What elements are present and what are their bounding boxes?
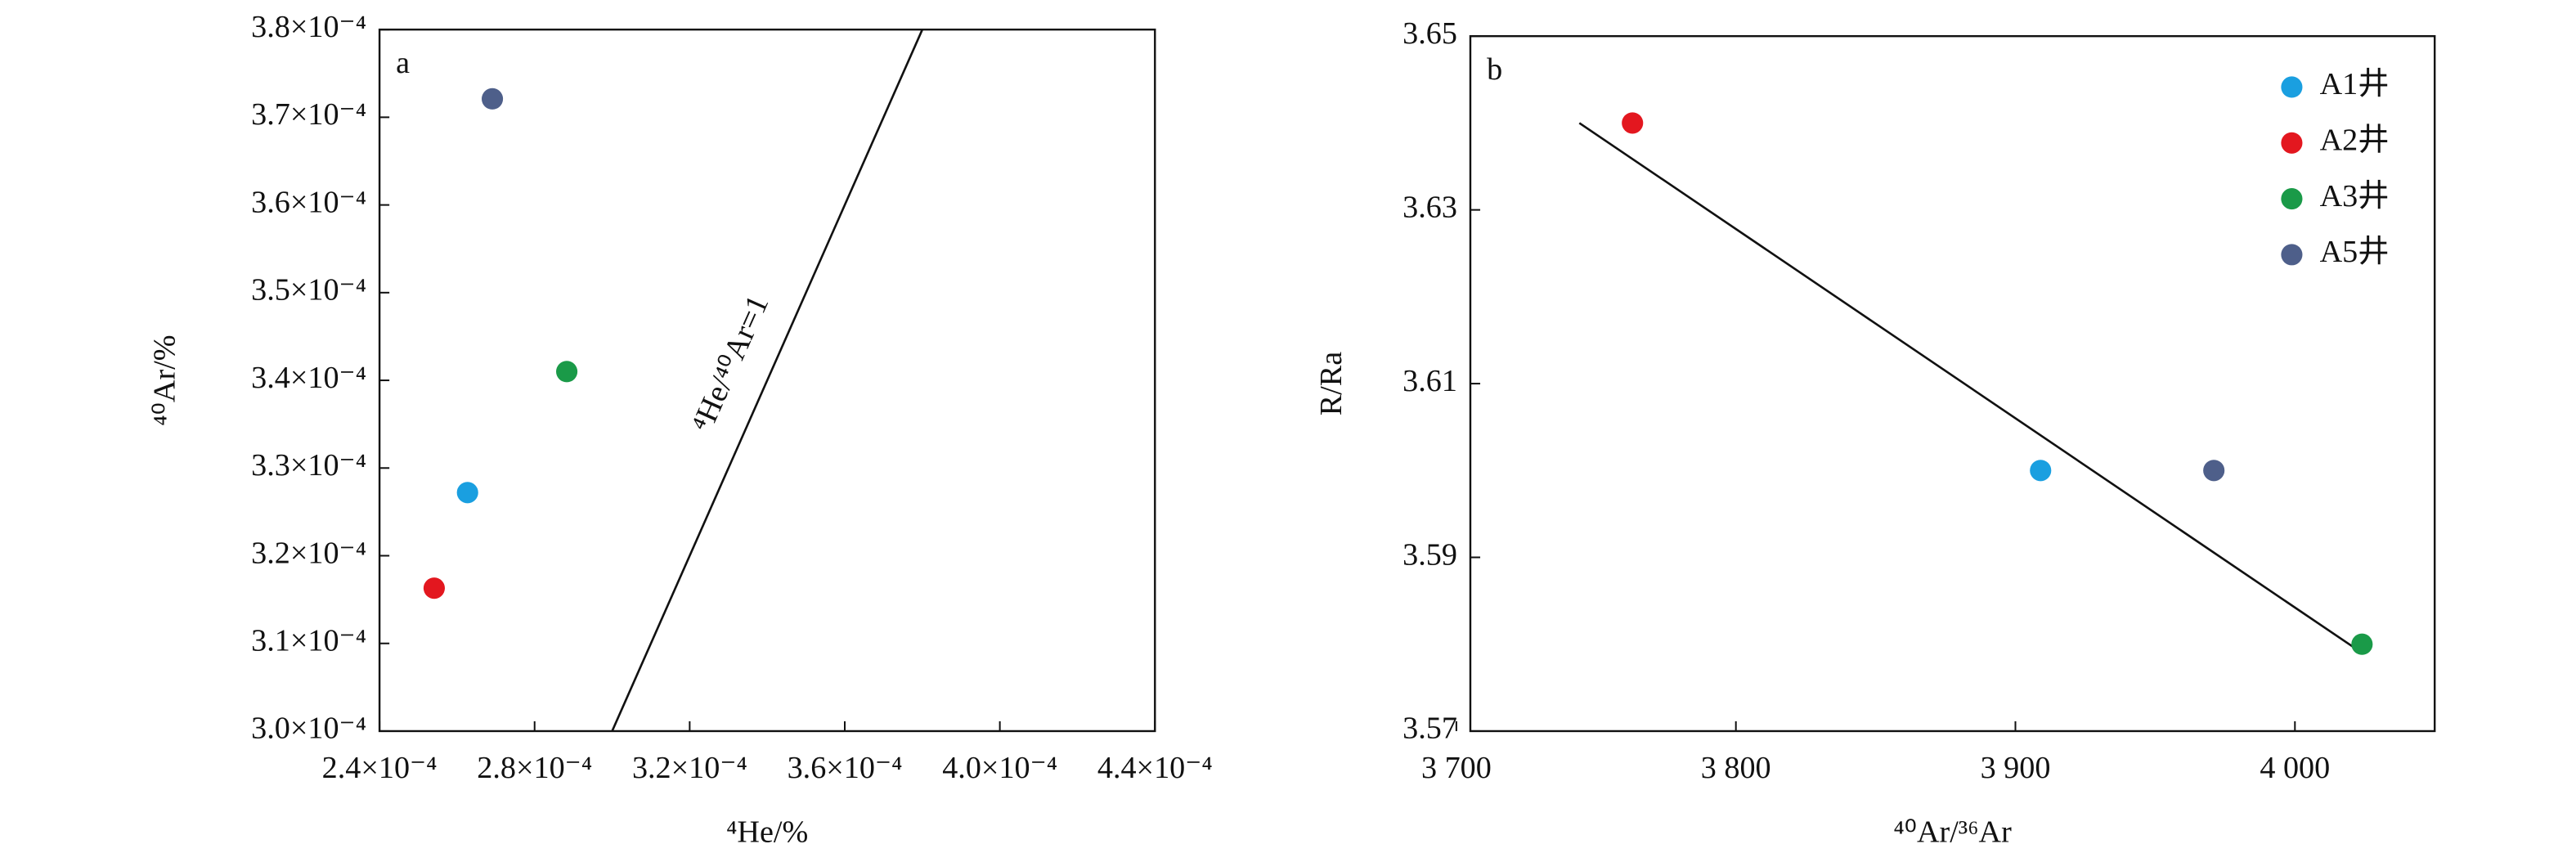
panel-label: b [1487, 52, 1502, 87]
panel-label: a [396, 46, 410, 80]
y-tick-label: 3.57 [1402, 712, 1457, 746]
x-tick-label: 3.6×10⁻⁴ [788, 751, 903, 785]
reference-line [1578, 122, 2363, 654]
y-tick-label: 3.7×10⁻⁴ [251, 97, 366, 132]
data-point [456, 482, 478, 504]
legend-marker [2281, 188, 2303, 210]
x-axis-label: ⁴⁰Ar/³⁶Ar [1893, 815, 2012, 849]
y-tick-label: 3.5×10⁻⁴ [251, 273, 366, 308]
x-tick-label: 3 800 [1701, 751, 1771, 785]
data-point [556, 361, 578, 383]
y-tick-label: 3.63 [1402, 190, 1457, 224]
x-tick-label: 4 000 [2260, 751, 2330, 785]
data-point [2030, 460, 2052, 482]
y-axis-label: R/Ra [1314, 352, 1349, 416]
data-point [481, 88, 504, 110]
x-tick-label: 2.4×10⁻⁴ [322, 751, 438, 785]
data-point [2351, 633, 2373, 655]
legend-label: A3井 [2320, 179, 2390, 213]
reference-line [611, 29, 924, 732]
y-tick-label: 3.1×10⁻⁴ [251, 623, 366, 658]
annotation: ⁴He/⁴⁰Ar=1 [685, 290, 776, 438]
x-tick-label: 3.2×10⁻⁴ [632, 751, 747, 785]
data-point [423, 577, 445, 599]
y-tick-label: 3.2×10⁻⁴ [251, 536, 366, 570]
data-point [2203, 460, 2225, 482]
legend-marker [2281, 132, 2303, 154]
legend-marker [2281, 244, 2303, 266]
x-tick-label: 4.4×10⁻⁴ [1097, 751, 1213, 785]
y-tick-label: 3.3×10⁻⁴ [251, 448, 366, 483]
legend-label: A2井 [2320, 123, 2390, 158]
y-axis-label: ⁴⁰Ar/% [148, 334, 182, 425]
x-tick-label: 3 900 [1981, 751, 2051, 785]
legend-label: A5井 [2320, 235, 2390, 269]
y-tick-label: 3.65 [1402, 16, 1457, 51]
y-tick-label: 3.59 [1402, 537, 1457, 572]
legend-marker [2281, 76, 2303, 98]
x-axis-label: ⁴He/% [726, 815, 808, 849]
y-tick-label: 3.4×10⁻⁴ [251, 361, 366, 395]
y-tick-label: 3.61 [1402, 364, 1457, 398]
x-tick-label: 4.0×10⁻⁴ [942, 751, 1057, 785]
x-tick-label: 2.8×10⁻⁴ [477, 751, 592, 785]
legend-label: A1井 [2320, 67, 2390, 101]
y-tick-label: 3.0×10⁻⁴ [251, 712, 366, 746]
y-tick-label: 3.6×10⁻⁴ [251, 185, 366, 219]
x-tick-label: 3 700 [1421, 751, 1492, 785]
data-point [1622, 112, 1644, 134]
y-tick-label: 3.8×10⁻⁴ [251, 10, 366, 44]
